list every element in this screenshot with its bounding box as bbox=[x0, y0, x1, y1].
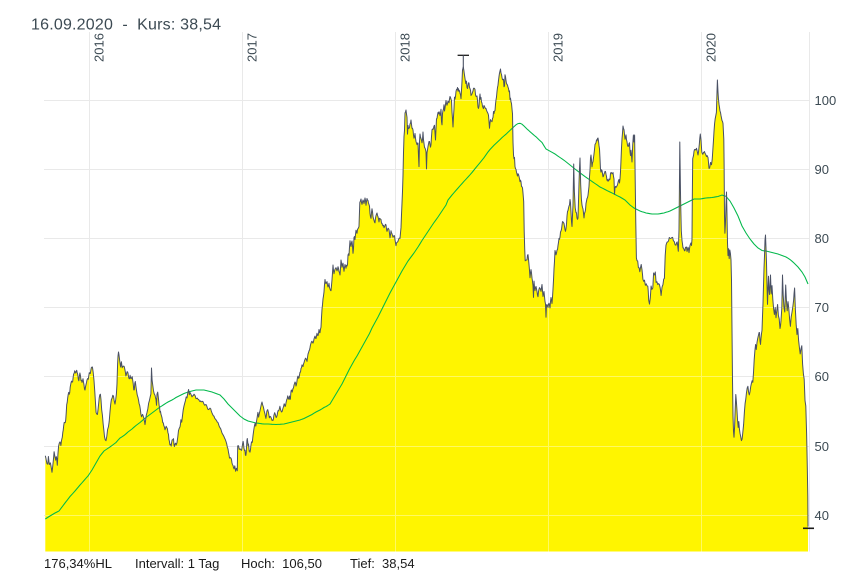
svg-text:50: 50 bbox=[815, 439, 829, 454]
svg-text:2016: 2016 bbox=[92, 33, 107, 62]
svg-text:70: 70 bbox=[815, 300, 829, 315]
svg-text:2018: 2018 bbox=[398, 33, 413, 62]
svg-text:40: 40 bbox=[815, 508, 829, 523]
svg-text:2017: 2017 bbox=[245, 33, 260, 62]
svg-text:176,34%HL: 176,34%HL bbox=[44, 556, 112, 571]
svg-text:100: 100 bbox=[815, 93, 837, 108]
svg-text:2019: 2019 bbox=[551, 33, 566, 62]
svg-text:Intervall: 1 Tag: Intervall: 1 Tag bbox=[135, 556, 219, 571]
svg-text:2020: 2020 bbox=[704, 33, 719, 62]
svg-text:Tief: 38,54: Tief: 38,54 bbox=[350, 556, 415, 571]
svg-text:80: 80 bbox=[815, 231, 829, 246]
svg-text:90: 90 bbox=[815, 162, 829, 177]
svg-text:16.09.2020 - Kurs: 38,54: 16.09.2020 - Kurs: 38,54 bbox=[31, 17, 221, 34]
svg-text:60: 60 bbox=[815, 369, 829, 384]
svg-text:Hoch: 106,50: Hoch: 106,50 bbox=[241, 556, 322, 571]
